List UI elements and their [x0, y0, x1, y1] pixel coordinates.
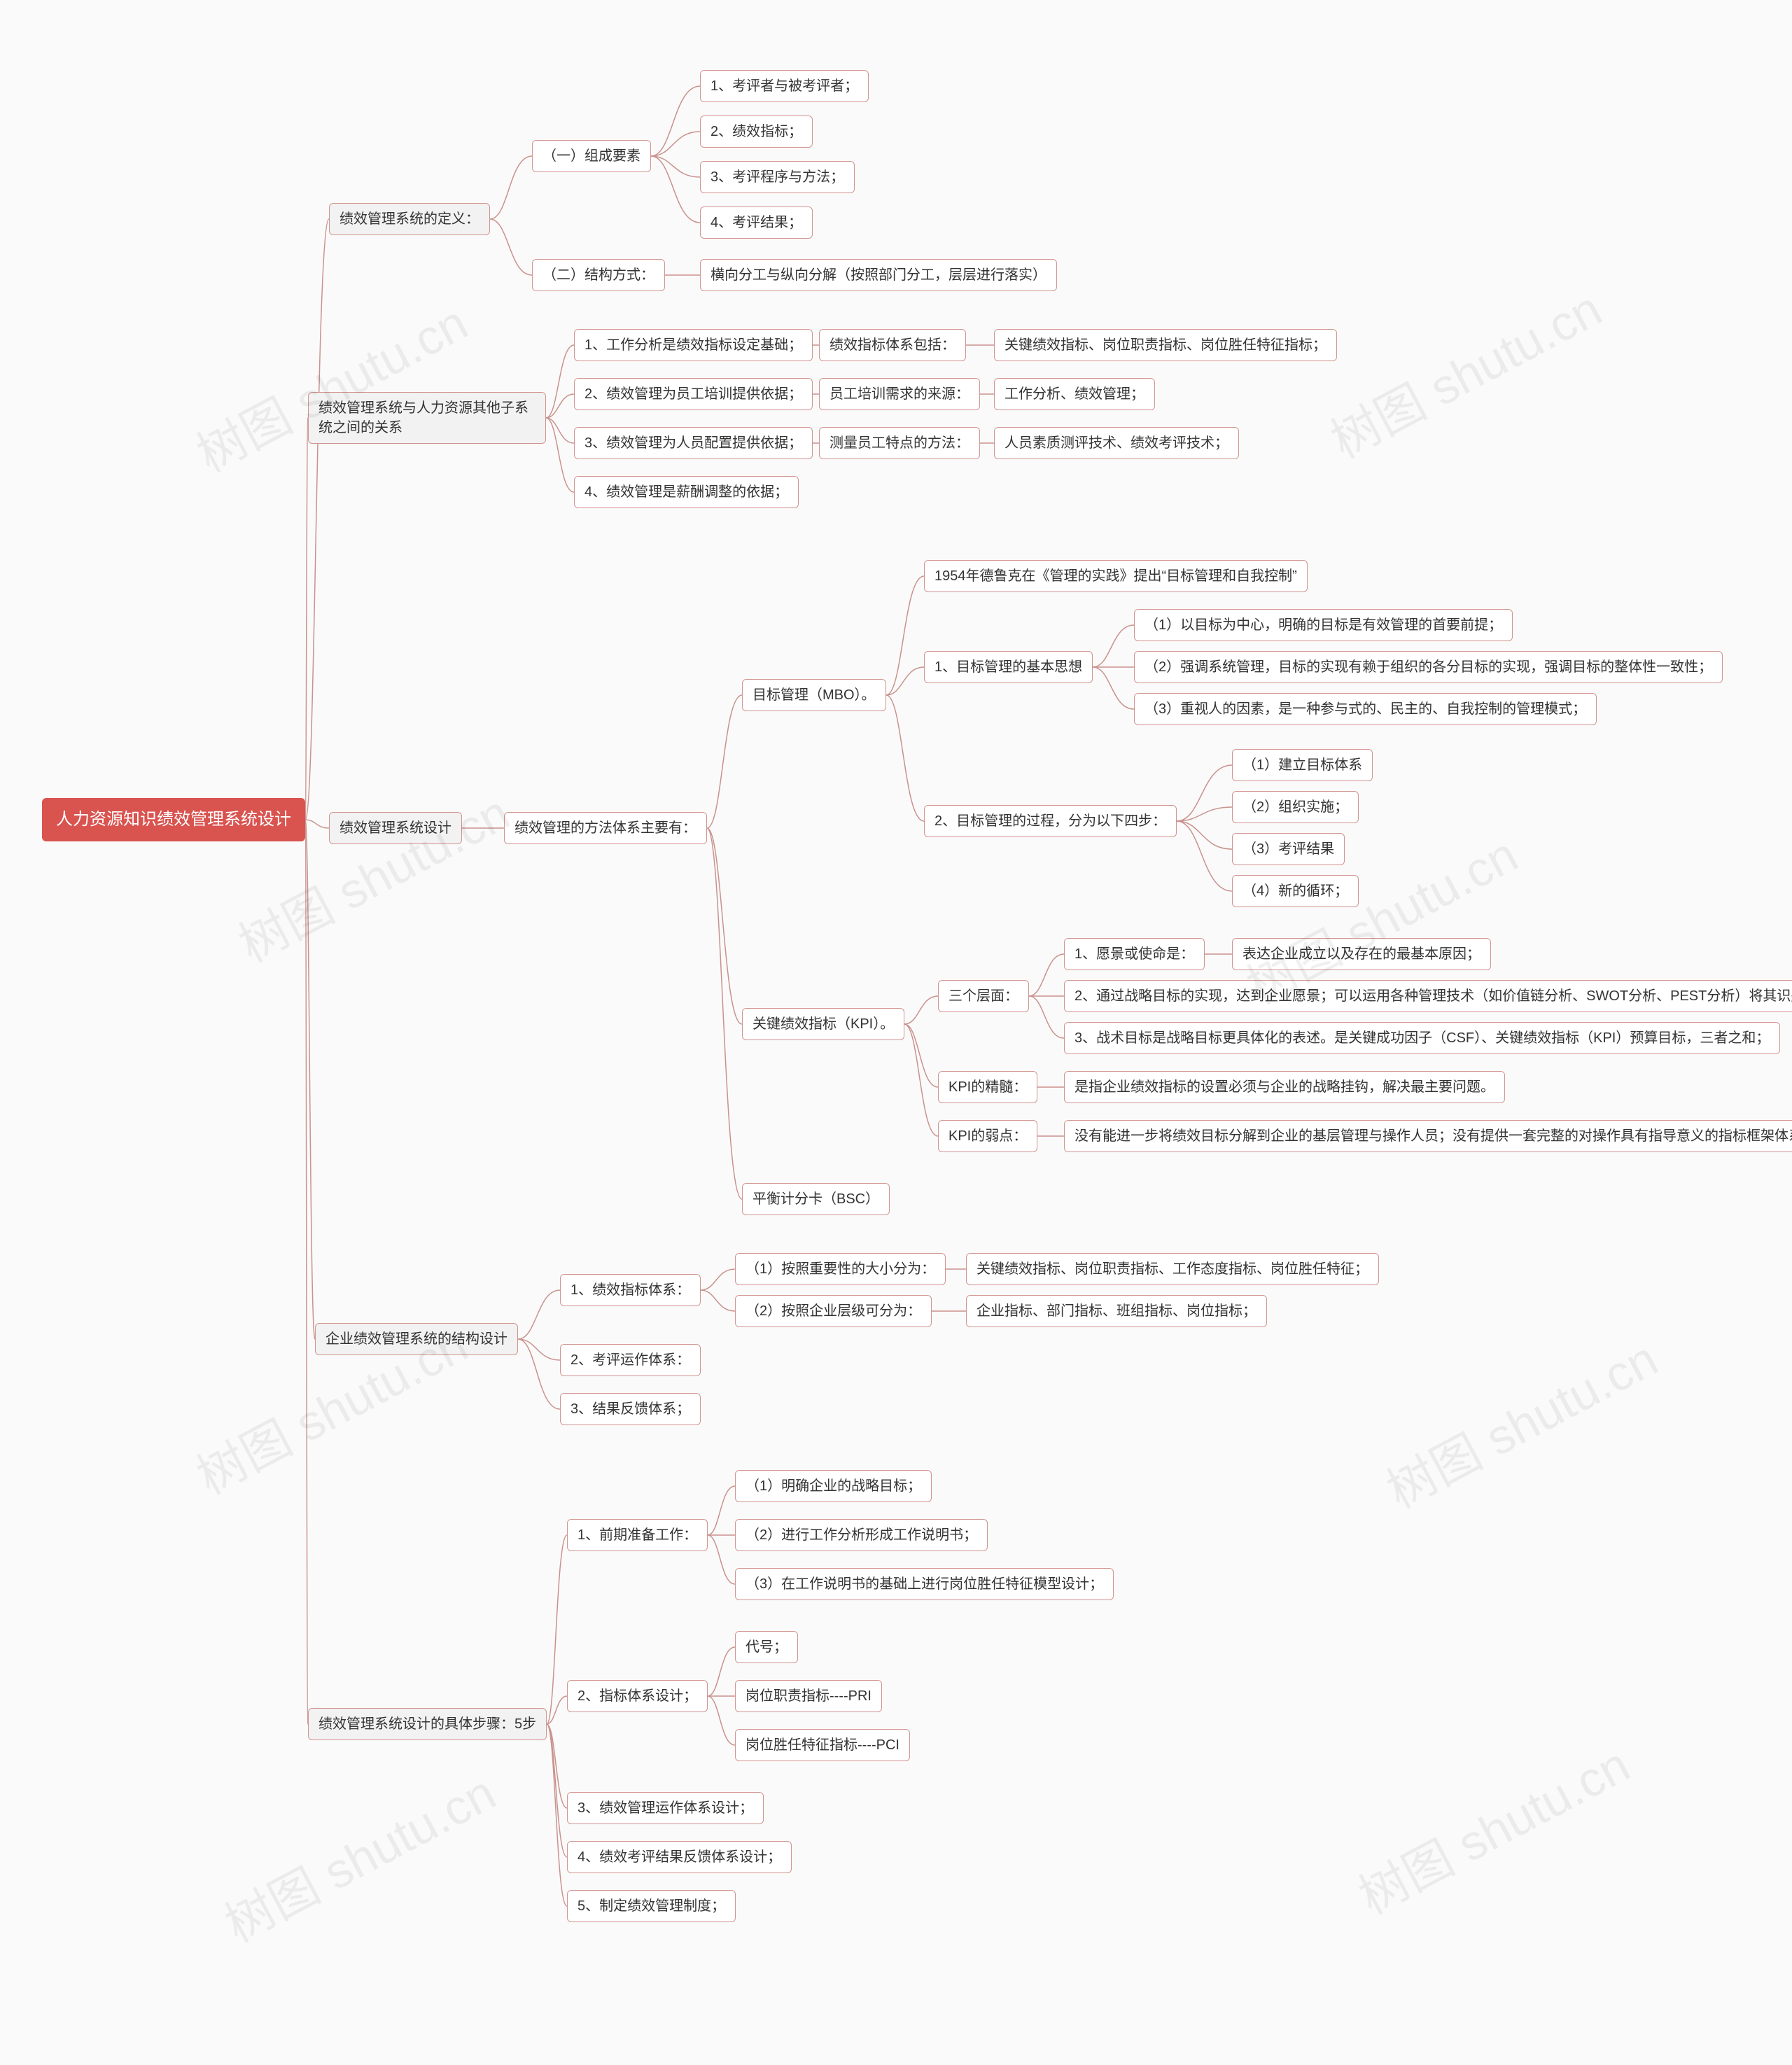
node-mbo_2_3[interactable]: （3）考评结果	[1232, 833, 1345, 865]
node-b4_1_a[interactable]: （1）按照重要性的大小分为：	[735, 1253, 946, 1285]
node-b5_1_2[interactable]: （2）进行工作分析形成工作说明书；	[735, 1519, 988, 1551]
node-b2_3_a[interactable]: 测量员工特点的方法：	[819, 427, 980, 459]
node-b4_1[interactable]: 1、绩效指标体系：	[560, 1274, 701, 1306]
node-mbo_1_1[interactable]: （1）以目标为中心，明确的目标是有效管理的首要前提；	[1134, 609, 1513, 641]
node-b2_2[interactable]: 2、绩效管理为员工培训提供依据；	[574, 378, 813, 410]
node-b2_3_b[interactable]: 人员素质测评技术、绩效考评技术；	[994, 427, 1239, 459]
node-b2_3[interactable]: 3、绩效管理为人员配置提供依据；	[574, 427, 813, 459]
node-kpi_l1[interactable]: 1、愿景或使命是：	[1064, 938, 1205, 970]
watermark: 树图 shutu.cn	[211, 1754, 506, 1956]
node-mbo_0[interactable]: 1954年德鲁克在《管理的实践》提出“目标管理和自我控制”	[924, 560, 1308, 592]
node-kpi_l2[interactable]: 2、通过战略目标的实现，达到企业愿景；可以运用各种管理技术（如价值链分析、SWO…	[1064, 980, 1792, 1012]
node-b2_1[interactable]: 1、工作分析是绩效指标设定基础；	[574, 329, 813, 361]
node-b2_1_a[interactable]: 绩效指标体系包括：	[819, 329, 966, 361]
node-b5_2_3[interactable]: 岗位胜任特征指标----PCI	[735, 1729, 910, 1761]
node-b5_3[interactable]: 3、绩效管理运作体系设计；	[567, 1792, 764, 1824]
node-mbo_1_3[interactable]: （3）重视人的因素，是一种参与式的、民主的、自我控制的管理模式；	[1134, 693, 1597, 725]
node-b2_2_b[interactable]: 工作分析、绩效管理；	[994, 378, 1155, 410]
node-kpi_l[interactable]: 三个层面：	[938, 980, 1029, 1012]
watermark: 树图 shutu.cn	[1317, 270, 1612, 472]
node-kpi_e[interactable]: KPI的精髓：	[938, 1071, 1037, 1103]
node-b4_1_bv[interactable]: 企业指标、部门指标、班组指标、岗位指标；	[966, 1295, 1267, 1327]
node-b1[interactable]: 绩效管理系统的定义：	[329, 203, 490, 235]
node-b5_2[interactable]: 2、指标体系设计；	[567, 1680, 708, 1712]
node-b1_2_1[interactable]: 横向分工与纵向分解（按照部门分工，层层进行落实）	[700, 259, 1057, 291]
node-b1_1_4[interactable]: 4、考评结果；	[700, 206, 813, 239]
node-mbo_1_2[interactable]: （2）强调系统管理，目标的实现有赖于组织的各分目标的实现，强调目标的整体性一致性…	[1134, 651, 1723, 683]
node-b5_4[interactable]: 4、绩效考评结果反馈体系设计；	[567, 1841, 792, 1873]
watermark: 树图 shutu.cn	[183, 284, 478, 486]
node-b2_4[interactable]: 4、绩效管理是薪酬调整的依据；	[574, 476, 799, 508]
node-b5_2_1[interactable]: 代号；	[735, 1631, 798, 1663]
node-mbo_1[interactable]: 1、目标管理的基本思想	[924, 651, 1093, 683]
node-mbo_2_2[interactable]: （2）组织实施；	[1232, 791, 1359, 823]
watermark: 树图 shutu.cn	[1345, 1726, 1640, 1928]
node-b1_1_3[interactable]: 3、考评程序与方法；	[700, 161, 855, 193]
node-kpi_w[interactable]: KPI的弱点：	[938, 1120, 1037, 1152]
node-root[interactable]: 人力资源知识绩效管理系统设计	[42, 798, 305, 841]
node-b4_1_av[interactable]: 关键绩效指标、岗位职责指标、工作态度指标、岗位胜任特征；	[966, 1253, 1379, 1285]
node-b5_1[interactable]: 1、前期准备工作：	[567, 1519, 708, 1551]
node-b5_1_1[interactable]: （1）明确企业的战略目标；	[735, 1470, 932, 1502]
node-b1_1_2[interactable]: 2、绩效指标；	[700, 115, 813, 148]
node-mbo[interactable]: 目标管理（MBO）。	[742, 679, 886, 711]
node-b1_1[interactable]: （一）组成要素	[532, 140, 651, 172]
node-kpi_l1v[interactable]: 表达企业成立以及存在的最基本原因；	[1232, 938, 1491, 970]
node-b5[interactable]: 绩效管理系统设计的具体步骤：5步	[308, 1708, 547, 1740]
watermark: 树图 shutu.cn	[1373, 1320, 1668, 1522]
node-b2_2_a[interactable]: 员工培训需求的来源：	[819, 378, 980, 410]
node-b1_2[interactable]: （二）结构方式：	[532, 259, 665, 291]
node-kpi[interactable]: 关键绩效指标（KPI）。	[742, 1008, 904, 1040]
node-b4_3[interactable]: 3、结果反馈体系；	[560, 1393, 701, 1425]
node-b4[interactable]: 企业绩效管理系统的结构设计	[315, 1323, 518, 1355]
node-b5_5[interactable]: 5、制定绩效管理制度；	[567, 1890, 736, 1922]
node-b5_1_3[interactable]: （3）在工作说明书的基础上进行岗位胜任特征模型设计；	[735, 1568, 1114, 1600]
node-b4_1_b[interactable]: （2）按照企业层级可分为：	[735, 1295, 932, 1327]
node-kpi_ev[interactable]: 是指企业绩效指标的设置必须与企业的战略挂钩，解决最主要问题。	[1064, 1071, 1505, 1103]
node-mbo_2_1[interactable]: （1）建立目标体系	[1232, 749, 1373, 781]
mindmap-canvas: 人力资源知识绩效管理系统设计 绩效管理系统的定义： （一）组成要素 1、考评者与被考评…	[0, 0, 1792, 2065]
node-b1_1_1[interactable]: 1、考评者与被考评者；	[700, 70, 869, 102]
node-kpi_wv[interactable]: 没有能进一步将绩效目标分解到企业的基层管理与操作人员；没有提供一套完整的对操作具…	[1064, 1120, 1792, 1152]
node-b5_2_2[interactable]: 岗位职责指标----PRI	[735, 1680, 882, 1712]
node-b3_m[interactable]: 绩效管理的方法体系主要有：	[504, 812, 707, 844]
node-b3[interactable]: 绩效管理系统设计	[329, 812, 462, 844]
node-kpi_l3[interactable]: 3、战术目标是战略目标更具体化的表述。是关键成功因子（CSF）、关键绩效指标（K…	[1064, 1022, 1780, 1054]
node-bsc[interactable]: 平衡计分卡（BSC）	[742, 1183, 890, 1215]
node-b4_2[interactable]: 2、考评运作体系：	[560, 1344, 701, 1376]
node-b2[interactable]: 绩效管理系统与人力资源其他子系统之间的关系	[308, 392, 546, 444]
node-mbo_2[interactable]: 2、目标管理的过程，分为以下四步：	[924, 805, 1177, 837]
node-mbo_2_4[interactable]: （4）新的循环；	[1232, 875, 1359, 907]
node-b2_1_b[interactable]: 关键绩效指标、岗位职责指标、岗位胜任特征指标；	[994, 329, 1337, 361]
